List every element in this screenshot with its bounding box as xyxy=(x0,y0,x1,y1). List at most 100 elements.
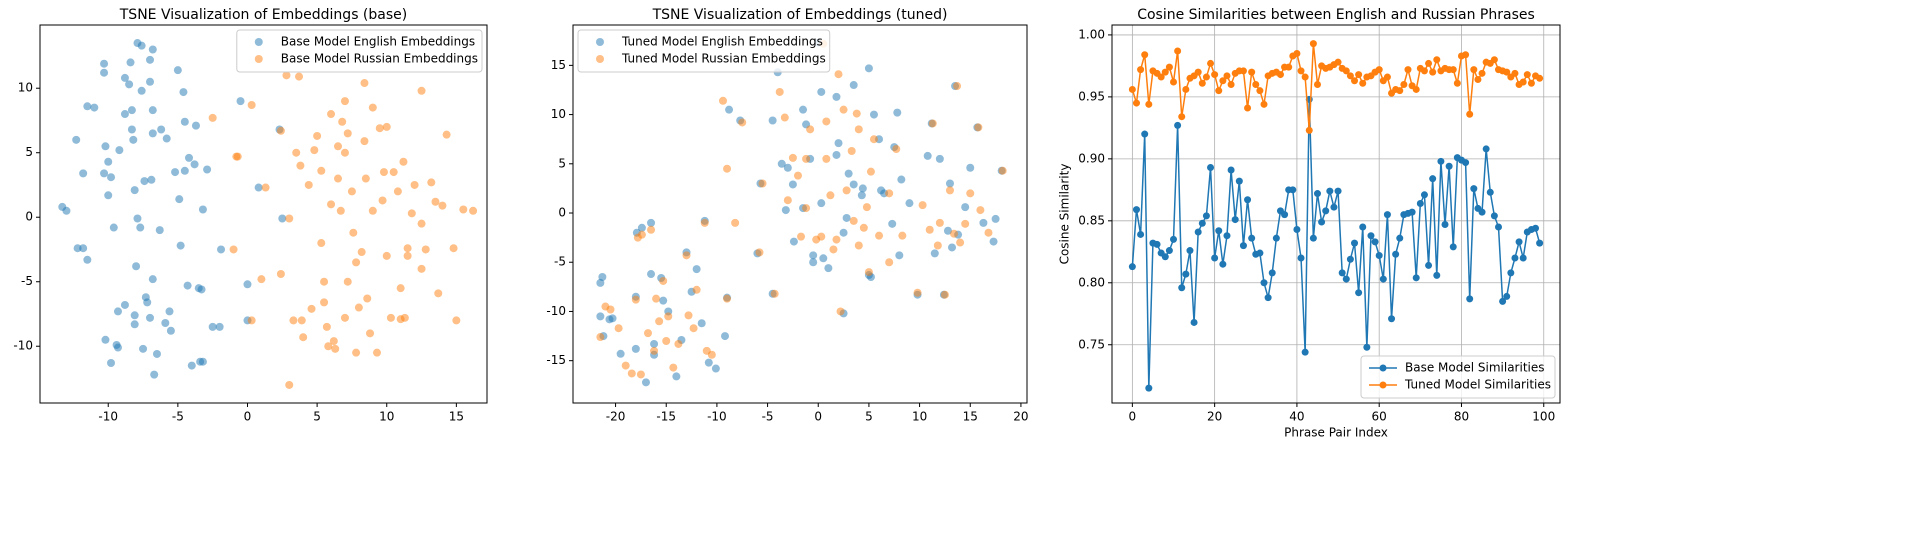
scatter-point xyxy=(329,337,338,346)
legend-marker xyxy=(254,38,263,46)
scatter-point xyxy=(839,228,848,237)
scatter-point xyxy=(276,269,285,278)
line-point xyxy=(1215,227,1223,235)
line-point xyxy=(1153,240,1161,248)
scatter-point xyxy=(393,187,402,196)
line-point xyxy=(1293,225,1301,233)
scatter-point xyxy=(157,125,166,134)
line-point xyxy=(1256,249,1264,257)
scatter-point xyxy=(438,201,447,210)
scatter-point xyxy=(310,146,319,155)
scatter-point xyxy=(320,298,329,307)
line-point xyxy=(1503,68,1511,76)
line-point xyxy=(1433,271,1441,279)
scatter-point xyxy=(998,166,1007,175)
line-point xyxy=(1396,234,1404,242)
line-point xyxy=(1445,162,1453,170)
scatter-point xyxy=(185,153,193,162)
line-point xyxy=(1359,79,1367,87)
scatter-point xyxy=(643,329,652,338)
scatter-point xyxy=(859,223,868,232)
scatter-point xyxy=(647,225,656,234)
line-point xyxy=(1264,294,1272,302)
scatter-point xyxy=(631,295,640,304)
scatter-point xyxy=(869,135,878,144)
x-tick-label: -5 xyxy=(172,410,184,424)
line-point xyxy=(1211,71,1219,79)
x-tick-label: 10 xyxy=(912,410,927,424)
scatter-point xyxy=(849,216,858,225)
line-point xyxy=(1182,270,1190,278)
scatter-point xyxy=(616,349,625,358)
scatter-point xyxy=(295,72,304,81)
scatter-point xyxy=(307,304,316,313)
scatter-point xyxy=(180,166,189,175)
scatter-point xyxy=(434,289,443,298)
scatter-point xyxy=(421,245,430,254)
scatter-point xyxy=(647,218,656,227)
scatter-point xyxy=(621,361,630,370)
y-tick-label: 5 xyxy=(25,145,33,159)
x-tick-label: 20 xyxy=(1207,410,1222,424)
scatter-point xyxy=(858,184,867,193)
scatter-point xyxy=(254,183,263,192)
scatter-point xyxy=(101,335,110,344)
line-point xyxy=(1198,79,1206,87)
line-point xyxy=(1301,73,1309,81)
scatter-point xyxy=(895,251,904,260)
scatter-point xyxy=(203,165,212,174)
scatter-point xyxy=(125,80,134,89)
scatter-point xyxy=(336,206,345,215)
scatter-point xyxy=(165,307,174,316)
scatter-point xyxy=(777,159,786,168)
line-point xyxy=(1223,72,1231,80)
y-tick-label: 5 xyxy=(558,156,566,170)
scatter-point xyxy=(79,244,88,253)
x-tick-label: 0 xyxy=(244,410,252,424)
scatter-point xyxy=(862,203,871,212)
scatter-point xyxy=(857,191,866,200)
scatter-point xyxy=(664,312,673,321)
line-point xyxy=(1396,87,1404,95)
line xyxy=(1131,43,1541,131)
line-point xyxy=(1145,100,1153,108)
scatter-point xyxy=(948,243,957,252)
scatter-point xyxy=(352,258,361,267)
line-point xyxy=(1170,235,1178,243)
line-point xyxy=(1305,126,1313,134)
scatter-point xyxy=(832,92,841,101)
scatter-point xyxy=(320,277,329,286)
line-point xyxy=(1375,252,1383,260)
scatter-point xyxy=(349,228,358,237)
scatter-point xyxy=(755,248,764,257)
scatter-point xyxy=(961,203,970,212)
scatter-point xyxy=(659,276,668,285)
y-tick-label: -5 xyxy=(21,274,33,288)
x-tick-label: 60 xyxy=(1372,410,1387,424)
line-point xyxy=(1165,247,1173,255)
scatter-point xyxy=(161,319,170,328)
line-point xyxy=(1453,79,1461,87)
line-point xyxy=(1198,219,1206,227)
line-point xyxy=(1202,212,1210,220)
scatter-point xyxy=(148,45,157,54)
x-tick-label: -15 xyxy=(656,410,676,424)
scatter-point xyxy=(147,175,156,184)
scatter-point xyxy=(375,124,384,133)
scatter-point xyxy=(183,281,192,290)
line-point xyxy=(1490,212,1498,220)
scatter-point xyxy=(897,175,906,184)
line-point xyxy=(1536,74,1544,82)
scatter-point xyxy=(596,333,605,342)
scatter-point xyxy=(155,226,164,235)
legend-label: Base Model Russian Embeddings xyxy=(281,52,478,66)
scatter-point xyxy=(73,244,82,253)
scatter-point xyxy=(198,357,207,366)
line-point xyxy=(1429,175,1437,183)
scatter-point xyxy=(976,206,985,215)
subplot: TSNE Visualization of Embeddings (base) -… xyxy=(13,7,488,424)
line-point xyxy=(1425,261,1433,269)
line-point xyxy=(1128,85,1136,93)
line-point xyxy=(1182,85,1190,93)
